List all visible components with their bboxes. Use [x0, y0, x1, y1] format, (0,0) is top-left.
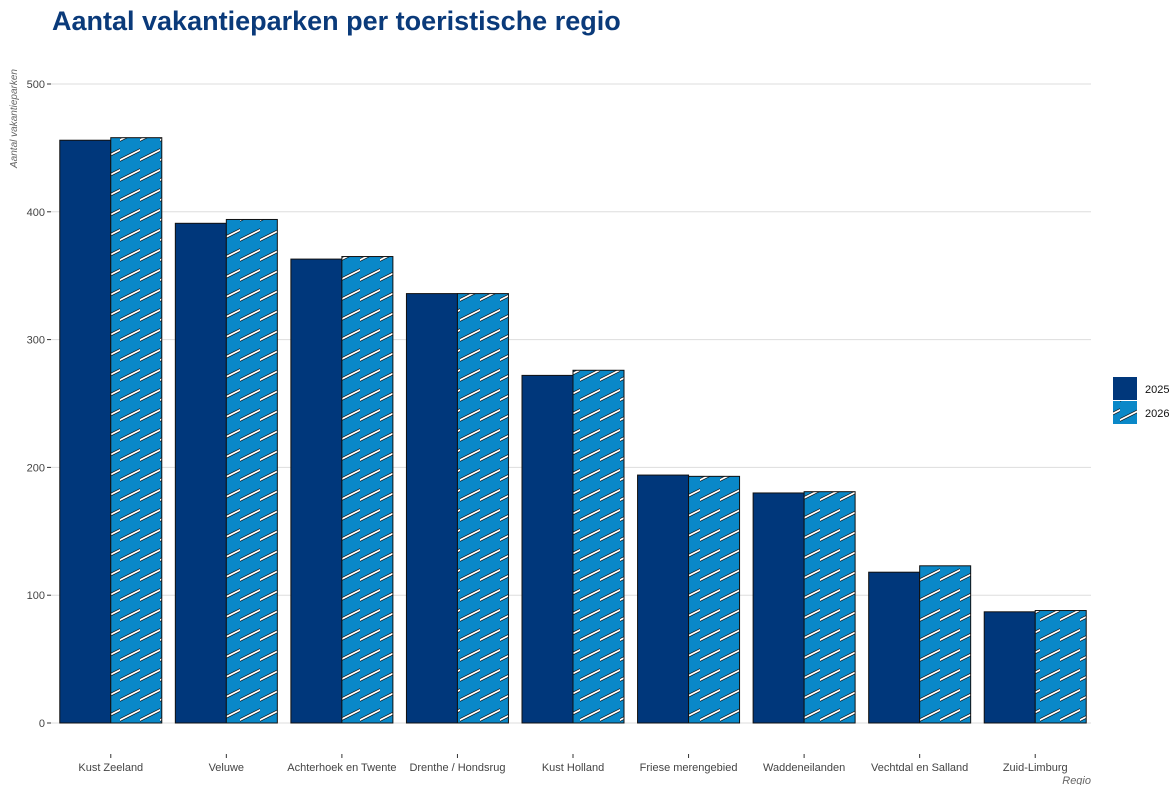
x-tick-label-kust-holland: Kust Holland [542, 762, 604, 774]
bar-kust-zeeland-2025 [59, 139, 112, 724]
y-tick-label-0: 0 [39, 718, 45, 730]
bar-waddeneilanden-2025 [752, 492, 805, 724]
bar-kust-holland-2025 [521, 374, 574, 724]
x-axis: Kust Zeeland Veluwe Achterhoek en Twente Dr… [78, 754, 1068, 774]
bar-veluwe-2026 [225, 218, 278, 724]
y-axis: 0 100 200 300 400 500 [27, 79, 51, 730]
legend: 2025 2026 [1113, 377, 1169, 424]
bar-friese-merengebied-2026 [688, 475, 741, 724]
bar-drenthe-hondsrug-2026 [456, 293, 509, 724]
x-tick-label-veluwe: Veluwe [209, 762, 244, 774]
bar-waddeneilanden-2026 [803, 491, 856, 724]
y-tick-label-100: 100 [27, 590, 45, 602]
bar-friese-merengebied-2025 [637, 474, 690, 724]
y-tick-label-500: 500 [27, 79, 45, 91]
bar-kust-zeeland-2026 [110, 137, 163, 724]
bar-achterhoek-en-twente-2026 [341, 256, 394, 724]
bar-drenthe-hondsrug-2025 [405, 293, 458, 724]
y-tick-label-300: 300 [27, 335, 45, 347]
bar-vechtdal-en-salland-2025 [868, 571, 921, 724]
x-tick-label-achterhoek-en-twente: Achterhoek en Twente [287, 762, 396, 774]
legend-label-2025: 2025 [1145, 384, 1169, 396]
legend-label-2026: 2026 [1145, 408, 1169, 420]
y-tick-label-400: 400 [27, 207, 45, 219]
bar-veluwe-2025 [174, 222, 227, 724]
chart-title: Aantal vakantieparken per toeristische r… [52, 6, 621, 36]
x-tick-label-waddeneilanden: Waddeneilanden [763, 762, 845, 774]
x-tick-label-drenthe-hondsrug: Drenthe / Hondsrug [409, 762, 505, 774]
bar-kust-holland-2026 [572, 369, 625, 724]
legend-swatch-2025 [1113, 377, 1137, 400]
x-axis-label: Regio [1062, 775, 1091, 785]
bar-achterhoek-en-twente-2025 [290, 258, 343, 724]
legend-swatch-2026 [1113, 401, 1137, 424]
bar-vechtdal-en-salland-2026 [919, 565, 972, 724]
x-tick-label-vechtdal-en-salland: Vechtdal en Salland [871, 762, 968, 774]
bar-zuid-limburg-2025 [983, 611, 1036, 724]
bars [59, 137, 1087, 724]
x-tick-label-kust-zeeland: Kust Zeeland [78, 762, 143, 774]
y-tick-label-200: 200 [27, 462, 45, 474]
x-tick-label-zuid-limburg: Zuid-Limburg [1003, 762, 1068, 774]
y-axis-label: Aantal vakantieparken [9, 69, 20, 169]
bar-zuid-limburg-2026 [1034, 610, 1087, 724]
x-tick-label-friese-merengebied: Friese merengebied [640, 762, 738, 774]
